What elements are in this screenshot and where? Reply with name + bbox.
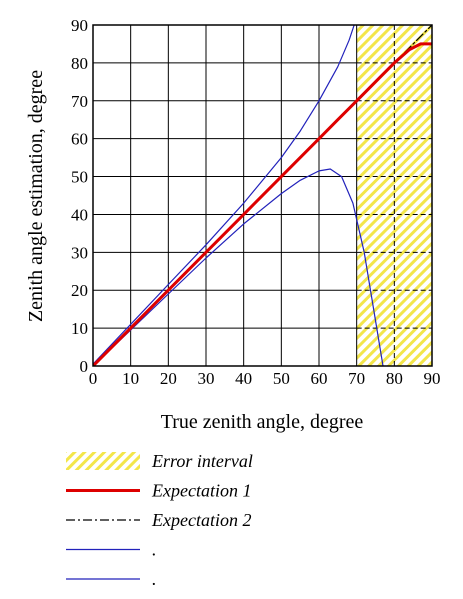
series-line-1 xyxy=(93,42,432,366)
legend-label-series-2: Expectation 2 xyxy=(151,510,251,530)
legend-swatch-error-interval xyxy=(66,452,140,470)
y-tick-label: 0 xyxy=(80,357,89,376)
y-tick-labels: 0 10 20 30 40 50 60 70 80 90 xyxy=(71,16,88,376)
x-tick-label: 40 xyxy=(235,369,252,388)
x-tick-label: 60 xyxy=(311,369,328,388)
plot-frame xyxy=(92,24,433,367)
y-tick-label: 30 xyxy=(71,243,88,262)
legend-label-series-4: . xyxy=(152,569,157,589)
y-tick-label: 10 xyxy=(71,319,88,338)
x-tick-label: 0 xyxy=(89,369,98,388)
x-tick-labels: 0 10 20 30 40 50 60 70 80 90 xyxy=(89,369,441,388)
legend: Error interval Expectation 1 Expectation 2… xyxy=(66,451,253,589)
x-tick-label: 50 xyxy=(273,369,290,388)
y-axis-title: Zenith angle estimation, degree xyxy=(25,70,47,322)
y-tick-label: 90 xyxy=(71,16,88,35)
legend-label-series-3: . xyxy=(152,540,157,560)
legend-label-error-interval: Error interval xyxy=(151,451,253,471)
x-tick-label: 80 xyxy=(386,369,403,388)
y-tick-label: 40 xyxy=(71,205,88,224)
x-axis-title: True zenith angle, degree xyxy=(161,411,364,433)
series-line-4 xyxy=(93,168,384,366)
chart-series xyxy=(93,25,432,366)
y-tick-label: 60 xyxy=(71,130,88,149)
y-tick-label: 70 xyxy=(71,92,88,111)
y-tick-label: 80 xyxy=(71,54,88,73)
x-tick-label: 30 xyxy=(198,369,215,388)
series-line-3 xyxy=(93,25,355,365)
x-tick-label: 20 xyxy=(160,369,177,388)
x-tick-label: 10 xyxy=(122,369,139,388)
legend-label-series-1: Expectation 1 xyxy=(151,481,251,501)
x-tick-label: 90 xyxy=(424,369,441,388)
y-tick-label: 50 xyxy=(71,168,88,187)
y-tick-label: 20 xyxy=(71,281,88,300)
x-tick-label: 70 xyxy=(348,369,365,388)
